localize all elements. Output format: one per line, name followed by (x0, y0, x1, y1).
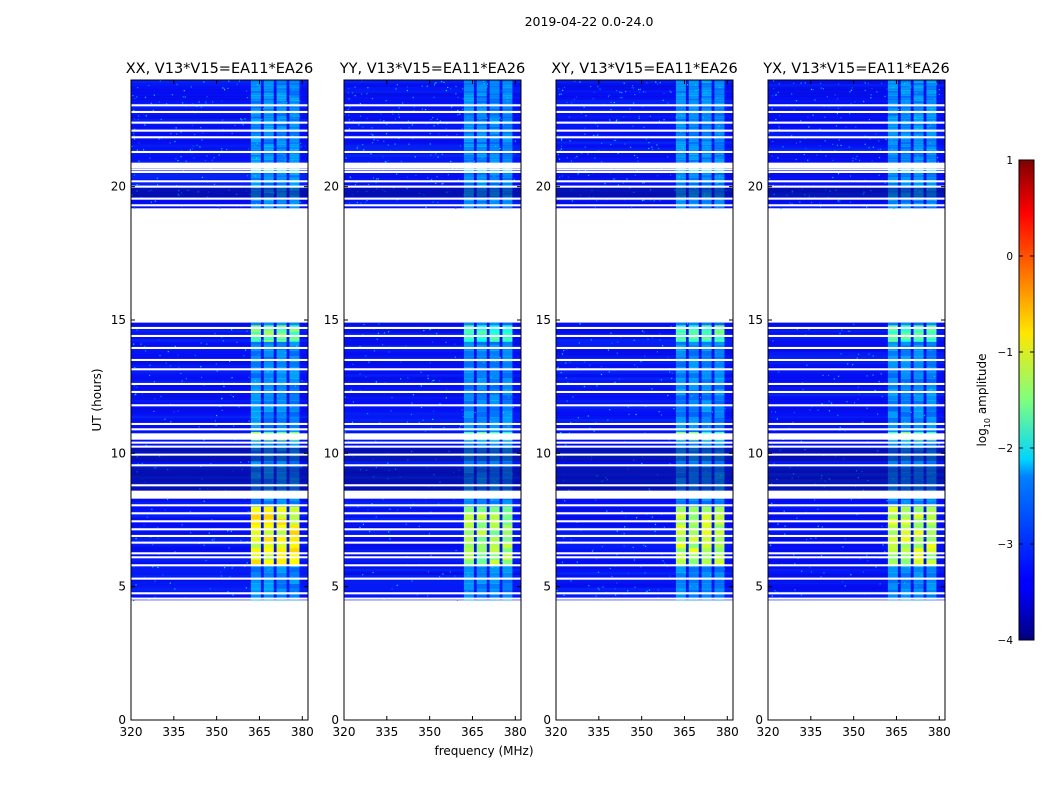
y-tick-label: 0 (331, 713, 339, 727)
x-tick-label: 350 (630, 725, 653, 739)
y-tick-label: 15 (536, 313, 551, 327)
y-tick-label: 20 (111, 180, 126, 194)
colorbar-tick-label: 0 (1006, 251, 1013, 263)
x-axis-label: frequency (MHz) (434, 744, 533, 758)
colorbar-label: log10 amplitude (975, 354, 992, 447)
y-tick-label: 10 (536, 446, 551, 460)
panel-1-frame (130, 79, 309, 721)
x-tick-label: 320 (333, 725, 356, 739)
y-tick-label: 5 (118, 580, 126, 594)
panel-3-frame (555, 79, 734, 721)
spectrogram-panels: XX, V13*V15=EA11*EA26 320 335 350 365 380 0 5 10… (111, 61, 951, 739)
x-tick-label: 320 (120, 725, 143, 739)
y-tick-label: 0 (118, 713, 126, 727)
x-tick-label: 365 (248, 725, 271, 739)
x-tick-label: 365 (461, 725, 484, 739)
figure-suptitle: 2019-04-22 0.0-24.0 (525, 14, 654, 29)
x-tick-label: 380 (928, 725, 951, 739)
panel-4-frame (767, 79, 946, 721)
colorbar-tick-label: −1 (998, 347, 1013, 359)
panel-4: YX, V13*V15=EA11*EA26 320 335 350 365 380 0 5 10… (748, 61, 951, 739)
x-tick-label: 335 (587, 725, 610, 739)
panel-2: YY, V13*V15=EA11*EA26 320 335 350 365 380 0 5 10… (324, 61, 527, 739)
y-tick-label: 20 (748, 180, 763, 194)
panel-2-title: YY, V13*V15=EA11*EA26 (339, 61, 525, 77)
panel-2-heatmap (344, 80, 521, 720)
panel-2-frame (343, 79, 522, 721)
x-tick-label: 335 (162, 725, 185, 739)
y-tick-label: 20 (324, 180, 339, 194)
x-tick-label: 335 (375, 725, 398, 739)
colorbar-tick-label: 1 (1006, 155, 1013, 167)
y-tick-label: 0 (755, 713, 763, 727)
x-tick-label: 320 (757, 725, 780, 739)
x-tick-label: 350 (418, 725, 441, 739)
x-tick-label: 350 (205, 725, 228, 739)
x-tick-label: 365 (885, 725, 908, 739)
panel-1: XX, V13*V15=EA11*EA26 320 335 350 365 380 0 5 10… (111, 61, 314, 739)
x-tick-label: 335 (799, 725, 822, 739)
colorbar-gradient (1018, 159, 1035, 641)
y-tick-label: 20 (536, 180, 551, 194)
y-tick-label: 5 (755, 580, 763, 594)
y-tick-label: 15 (111, 313, 126, 327)
panel-1-title: XX, V13*V15=EA11*EA26 (126, 61, 314, 77)
y-tick-label: 10 (748, 446, 763, 460)
y-tick-label: 5 (331, 580, 339, 594)
panel-3-heatmap (556, 80, 733, 720)
x-tick-label: 320 (545, 725, 568, 739)
panel-3-title: XY, V13*V15=EA11*EA26 (551, 61, 737, 77)
y-tick-label: 15 (324, 313, 339, 327)
colorbar-ticks: −4 −3 −2 −1 0 1 (998, 155, 1034, 647)
x-tick-label: 380 (716, 725, 739, 739)
y-axis-label: UT (hours) (90, 368, 104, 431)
x-tick-label: 380 (291, 725, 314, 739)
x-tick-label: 380 (504, 725, 527, 739)
panel-3: XY, V13*V15=EA11*EA26 320 335 350 365 380 0 5 10… (536, 61, 739, 739)
colorbar-tick-label: −4 (998, 635, 1014, 647)
y-tick-label: 10 (324, 446, 339, 460)
x-tick-label: 365 (673, 725, 696, 739)
colorbar-tick-label: −2 (998, 443, 1013, 455)
colorbar: −4 −3 −2 −1 0 1 log10 amplitude (975, 155, 1035, 647)
y-tick-label: 0 (543, 713, 551, 727)
panel-4-title: YX, V13*V15=EA11*EA26 (762, 61, 949, 77)
panel-1-heatmap (131, 80, 308, 720)
y-tick-label: 15 (748, 313, 763, 327)
y-tick-label: 10 (111, 446, 126, 460)
y-tick-label: 5 (543, 580, 551, 594)
panel-4-heatmap (768, 80, 945, 720)
colorbar-tick-label: −3 (998, 539, 1013, 551)
x-tick-label: 350 (842, 725, 865, 739)
